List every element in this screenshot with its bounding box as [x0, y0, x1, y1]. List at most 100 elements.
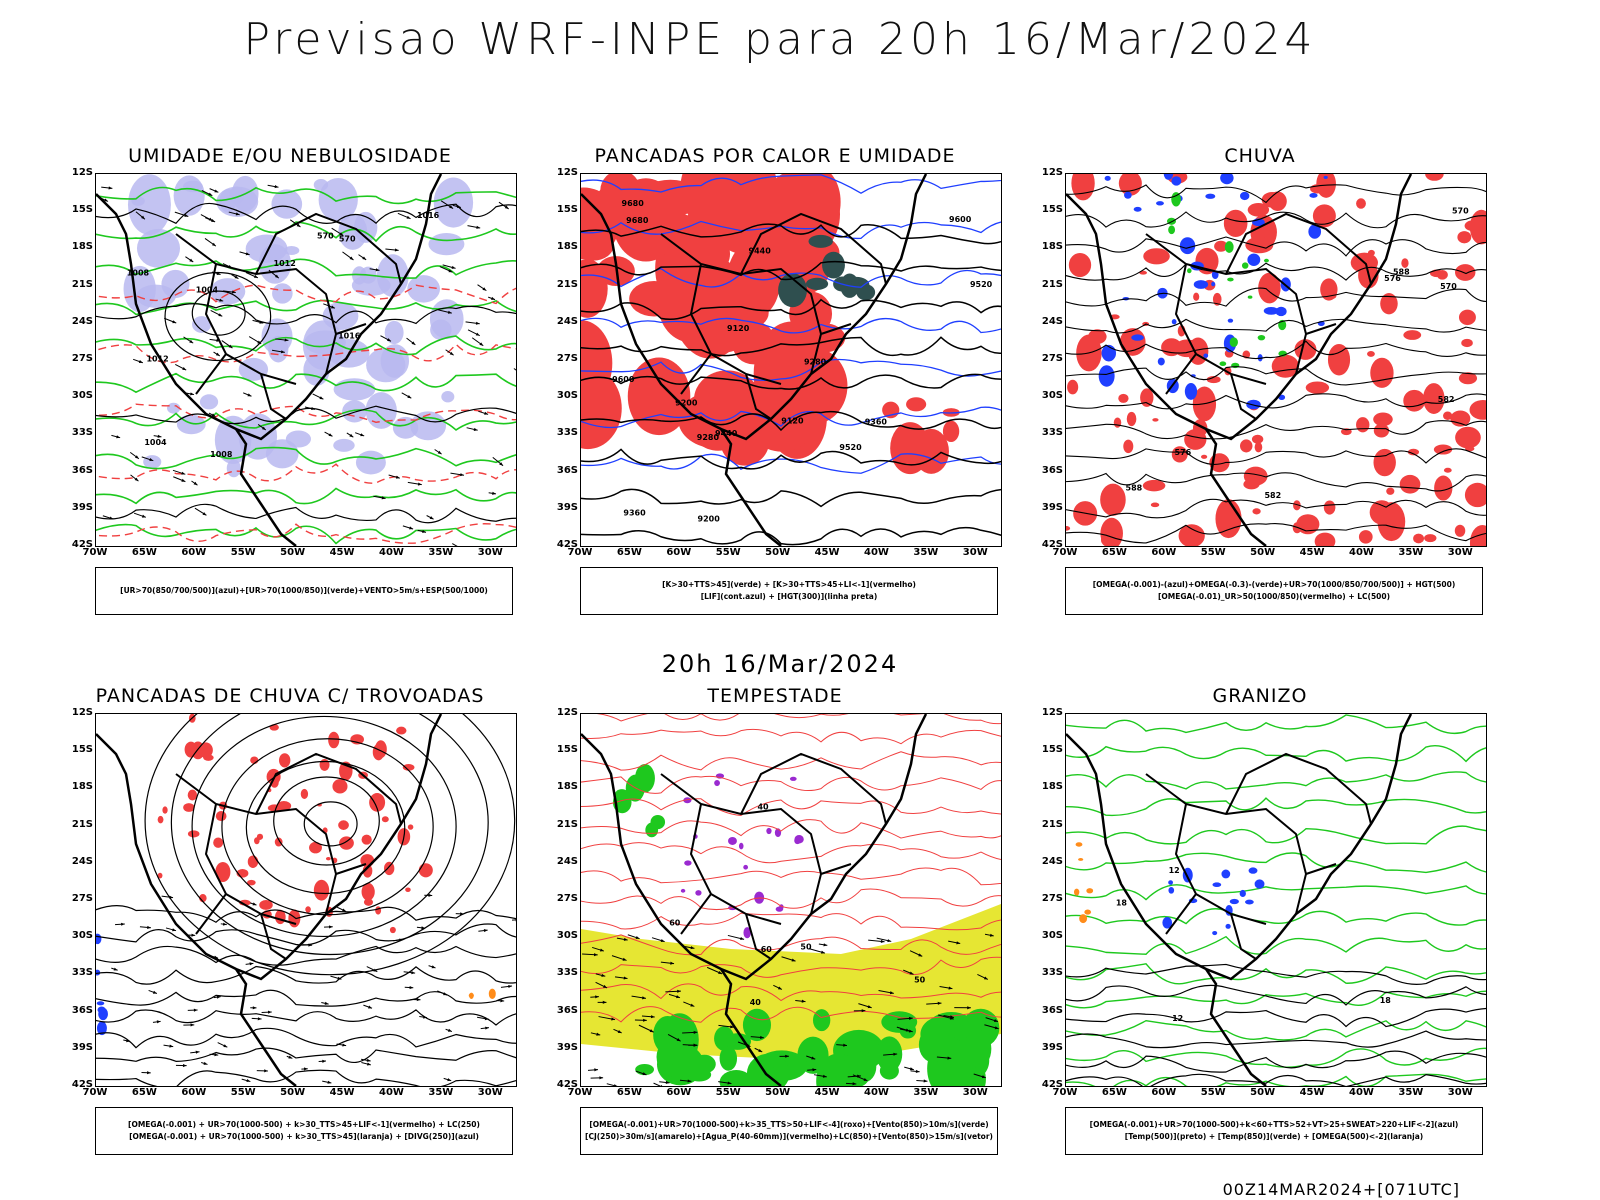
contour-label: 9440	[749, 247, 772, 256]
field-blob	[778, 273, 807, 308]
field-blob	[1104, 175, 1111, 181]
contour-label: 9200	[698, 514, 721, 523]
legend-line: [OMEGA(-0.01)_UR>50(1000/850)(vermelho) …	[1157, 592, 1391, 601]
wind-vector	[853, 1009, 866, 1013]
wind-vector	[779, 1054, 789, 1058]
wind-vector	[191, 480, 198, 486]
contour-line	[1066, 797, 1486, 817]
field-blob	[1215, 499, 1242, 539]
wind-vector	[231, 274, 239, 280]
wind-vector	[139, 925, 151, 929]
legend-line: [LIF](cont.azul) + [HGT(300)](linha pret…	[700, 592, 878, 601]
wind-vector	[682, 1043, 698, 1047]
wind-vector	[984, 1024, 999, 1030]
map-panel-5: TEMPESTADE 12S 15S 18S 21S 24S 27S 30S 33S 36S 39S…	[540, 685, 1010, 1155]
field-blob	[1399, 474, 1421, 494]
wind-vector	[513, 368, 516, 371]
field-blob	[274, 837, 283, 847]
wind-vector	[754, 1047, 763, 1053]
lon-tick: 40W	[863, 1087, 889, 1098]
field-blob	[1156, 201, 1164, 206]
contour-line	[96, 405, 516, 425]
wind-vector	[450, 472, 465, 477]
lat-tick: 18S	[71, 781, 93, 793]
field-blob	[1356, 417, 1370, 433]
wind-vector	[445, 349, 454, 356]
field-blob	[433, 177, 474, 228]
lat-tick: 21S	[71, 818, 93, 830]
field-blob	[1206, 375, 1221, 384]
wind-vector	[452, 543, 458, 546]
legend-line: [CJ(250)>30m/s](amarelo)+[Agua_P(40-60mm…	[585, 1132, 993, 1141]
wind-vector	[330, 975, 342, 980]
lat-tick: 21S	[556, 818, 578, 830]
wind-vector	[380, 335, 392, 342]
field-blob	[738, 842, 744, 850]
field-blob	[355, 450, 386, 475]
lon-tick: 40W	[863, 547, 889, 558]
contour-label: 1008	[210, 450, 233, 459]
field-blob	[96, 1001, 105, 1006]
field-blob	[332, 779, 348, 794]
field-blob	[1162, 916, 1173, 929]
field-blob	[1066, 526, 1071, 531]
lon-tick: 40W	[1348, 1087, 1374, 1098]
wind-vector	[795, 999, 806, 1003]
wind-vector	[939, 986, 953, 990]
lat-tick: 15S	[1041, 204, 1063, 216]
field-blob	[1369, 500, 1394, 525]
map-panel-6: GRANIZO 12S 15S 18S 21S 24S 27S 30S 33S 36S 39S 42S…	[1025, 685, 1495, 1155]
lon-tick: 65W	[131, 547, 157, 558]
wind-vector	[634, 1018, 647, 1022]
lon-tick: 45W	[814, 1087, 840, 1098]
field-blob	[1229, 898, 1239, 905]
lon-tick: 50W	[280, 1087, 306, 1098]
wind-vector	[442, 264, 456, 269]
contour-line	[96, 487, 516, 505]
field-blob	[247, 879, 256, 886]
wind-vector	[248, 336, 262, 345]
contour-line	[96, 989, 516, 1007]
wind-vector	[631, 995, 647, 1000]
contour-label: 582	[1438, 395, 1455, 404]
lat-tick: 18S	[1041, 241, 1063, 253]
contour-line	[96, 1069, 516, 1086]
wind-vector	[355, 432, 365, 437]
field-blob	[215, 861, 231, 883]
field-blob	[267, 804, 282, 812]
lat-tick: 12S	[556, 707, 578, 718]
field-blob	[1171, 176, 1182, 186]
contour-ring	[245, 760, 406, 895]
wind-vector	[590, 1076, 604, 1080]
lat-tick: 27S	[1041, 893, 1063, 904]
panel-legend: [OMEGA(-0.001) + UR>70(1000-500) + k>30_…	[95, 1107, 513, 1155]
field-blob	[695, 890, 702, 896]
wind-vector	[614, 976, 628, 980]
field-blob	[1143, 248, 1170, 265]
wind-vector	[141, 456, 154, 462]
lon-tick: 40W	[378, 547, 404, 558]
contour-line	[1066, 366, 1486, 386]
wind-vector	[416, 926, 426, 930]
wind-vector	[331, 227, 344, 236]
wind-vector	[173, 476, 186, 483]
wind-vector	[818, 943, 828, 947]
lat-tick: 36S	[1041, 464, 1063, 476]
field-blob	[1455, 426, 1481, 449]
contour-line	[1066, 963, 1486, 985]
contour-line	[96, 523, 516, 545]
wind-vector	[407, 481, 422, 486]
wind-vector	[910, 1069, 920, 1073]
field-blob	[305, 906, 311, 913]
lon-tick: 60W	[666, 1087, 692, 1098]
contour-label: 9280	[804, 357, 827, 366]
contour-line	[1066, 745, 1486, 763]
field-blob	[127, 174, 171, 235]
lat-tick: 18S	[556, 241, 578, 253]
wind-vector	[410, 998, 421, 1002]
field-blob	[265, 439, 299, 469]
wind-vector	[727, 934, 745, 940]
wind-vector	[165, 927, 177, 932]
field-blob	[319, 759, 330, 771]
field-blob	[1100, 483, 1126, 516]
